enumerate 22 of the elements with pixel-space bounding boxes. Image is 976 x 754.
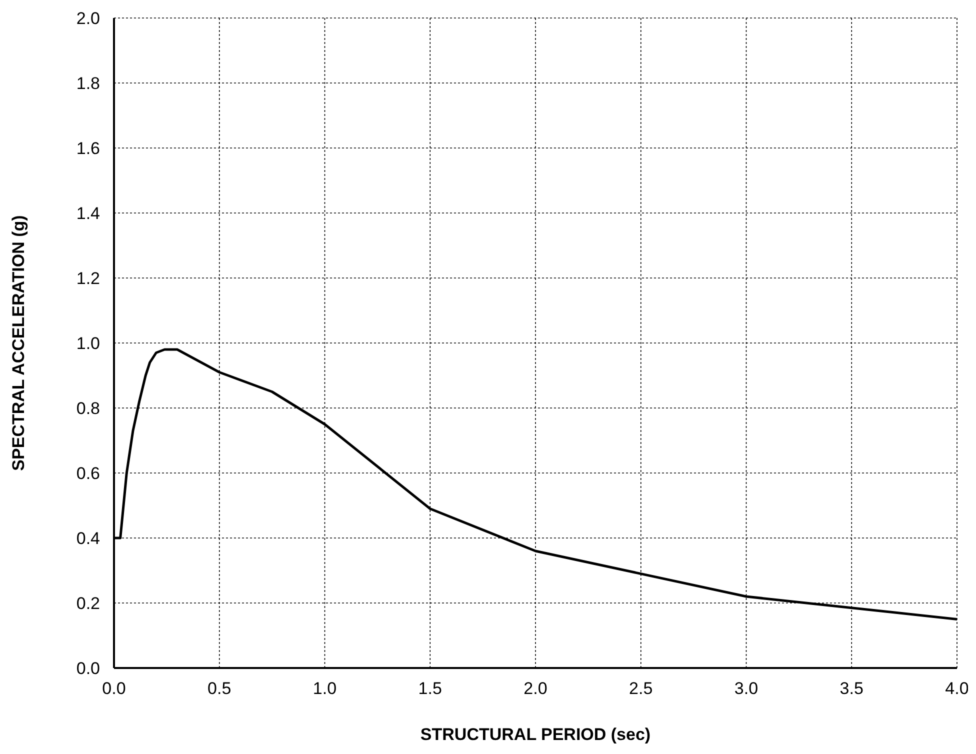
x-tick-label: 2.0 xyxy=(524,679,548,698)
y-tick-label: 0.4 xyxy=(76,529,100,548)
y-tick-label: 1.6 xyxy=(76,139,100,158)
x-tick-label: 0.5 xyxy=(208,679,232,698)
x-tick-label: 3.0 xyxy=(734,679,758,698)
y-tick-label: 1.2 xyxy=(76,269,100,288)
y-axis-title: SPECTRAL ACCELERATION (g) xyxy=(9,215,28,471)
y-tick-label: 0.8 xyxy=(76,399,100,418)
y-tick-label: 0.0 xyxy=(76,659,100,678)
x-tick-label: 2.5 xyxy=(629,679,653,698)
y-tick-label: 0.2 xyxy=(76,594,100,614)
x-tick-label: 1.5 xyxy=(418,679,442,698)
x-tick-label: 0.0 xyxy=(102,679,126,698)
y-tick-label: 2.0 xyxy=(76,9,100,28)
x-tick-label: 3.5 xyxy=(840,679,864,698)
x-axis-title: STRUCTURAL PERIOD (sec) xyxy=(420,725,651,744)
x-tick-label: 1.0 xyxy=(312,679,337,698)
y-tick-label: 1.4 xyxy=(76,204,100,224)
y-tick-label: 0.6 xyxy=(76,464,100,484)
y-tick-label: 1.0 xyxy=(76,334,100,354)
y-tick-label: 1.8 xyxy=(76,74,100,94)
x-tick-label: 4.0 xyxy=(945,679,969,698)
